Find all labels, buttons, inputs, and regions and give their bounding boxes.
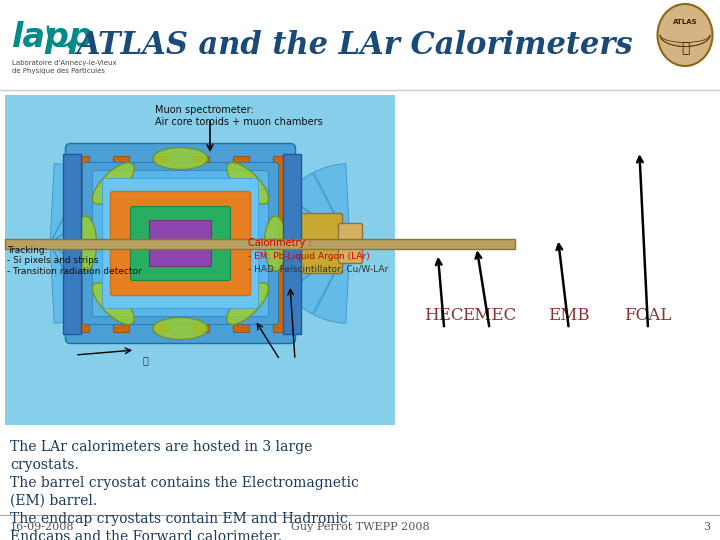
Bar [63,153,81,334]
Ellipse shape [153,147,208,170]
Wedge shape [50,173,113,244]
Bar [5,95,395,425]
FancyBboxPatch shape [338,224,362,264]
Text: ATLAS and the LAr Calorimeters: ATLAS and the LAr Calorimeters [77,30,634,60]
Wedge shape [272,244,350,292]
Wedge shape [314,244,350,323]
Wedge shape [287,244,350,314]
Text: EMB: EMB [548,307,590,324]
Bar [0,0,720,95]
Text: 🚶: 🚶 [142,355,148,365]
FancyBboxPatch shape [92,171,269,316]
Ellipse shape [227,282,269,325]
Text: The endcap cryostats contain EM and Hadronic: The endcap cryostats contain EM and Hadr… [10,512,348,526]
Bar [282,153,300,334]
Text: - HAD: Fe/scintillator, Cu/W-LAr: - HAD: Fe/scintillator, Cu/W-LAr [248,265,389,274]
Text: - EM: Pb-Liquid Argon (LAr): - EM: Pb-Liquid Argon (LAr) [248,252,370,261]
Text: Calorimetry :: Calorimetry : [248,238,312,248]
Text: ATLAS: ATLAS [672,19,697,25]
Bar [272,156,289,332]
Wedge shape [50,244,128,292]
Text: The barrel cryostat contains the Electromagnetic: The barrel cryostat contains the Electro… [10,476,359,490]
Text: Laboratoire d'Annecy-le-Vieux
de Physique des Particules: Laboratoire d'Annecy-le-Vieux de Physiqu… [12,60,117,73]
Text: 16-09-2008: 16-09-2008 [10,522,74,532]
Ellipse shape [92,282,134,325]
Ellipse shape [264,216,287,271]
Bar [73,156,89,332]
Wedge shape [50,244,113,314]
Text: HEC: HEC [425,307,464,324]
FancyBboxPatch shape [102,179,258,308]
Wedge shape [50,227,130,260]
Text: The LAr calorimeters are hosted in 3 large: The LAr calorimeters are hosted in 3 lar… [10,440,312,454]
Wedge shape [314,164,350,244]
Ellipse shape [92,163,134,204]
Text: Endcaps and the Forward calorimeter.: Endcaps and the Forward calorimeter. [10,530,282,540]
Bar [112,156,128,332]
FancyBboxPatch shape [110,192,251,295]
Wedge shape [272,195,350,244]
FancyBboxPatch shape [66,144,295,343]
Text: Tracking:
- Si pixels and strips
- Transition radiation detector: Tracking: - Si pixels and strips - Trans… [7,246,142,275]
Ellipse shape [227,163,269,204]
Text: 🏛: 🏛 [681,41,689,55]
Text: FCAL: FCAL [624,307,672,324]
Wedge shape [50,164,86,244]
Bar [5,239,515,248]
Wedge shape [287,173,350,244]
Ellipse shape [74,216,96,271]
Bar [233,156,248,332]
Ellipse shape [657,4,713,66]
Bar [192,156,209,332]
Text: Guy Perrot TWEPP 2008: Guy Perrot TWEPP 2008 [291,522,429,532]
Text: 3: 3 [703,522,710,532]
Wedge shape [270,227,350,260]
FancyBboxPatch shape [150,220,212,267]
FancyBboxPatch shape [300,213,343,273]
Bar [153,156,168,332]
Text: Muon spectrometer:
Air core toroids + muon chambers: Muon spectrometer: Air core toroids + mu… [155,105,323,126]
Text: cryostats.: cryostats. [10,458,78,472]
Ellipse shape [153,318,208,340]
Text: lapp: lapp [12,22,94,55]
FancyBboxPatch shape [130,206,230,280]
Wedge shape [50,195,128,244]
FancyBboxPatch shape [83,163,279,325]
Text: (EM) barrel.: (EM) barrel. [10,494,97,508]
Text: EMEC: EMEC [462,307,517,324]
Wedge shape [50,244,86,323]
